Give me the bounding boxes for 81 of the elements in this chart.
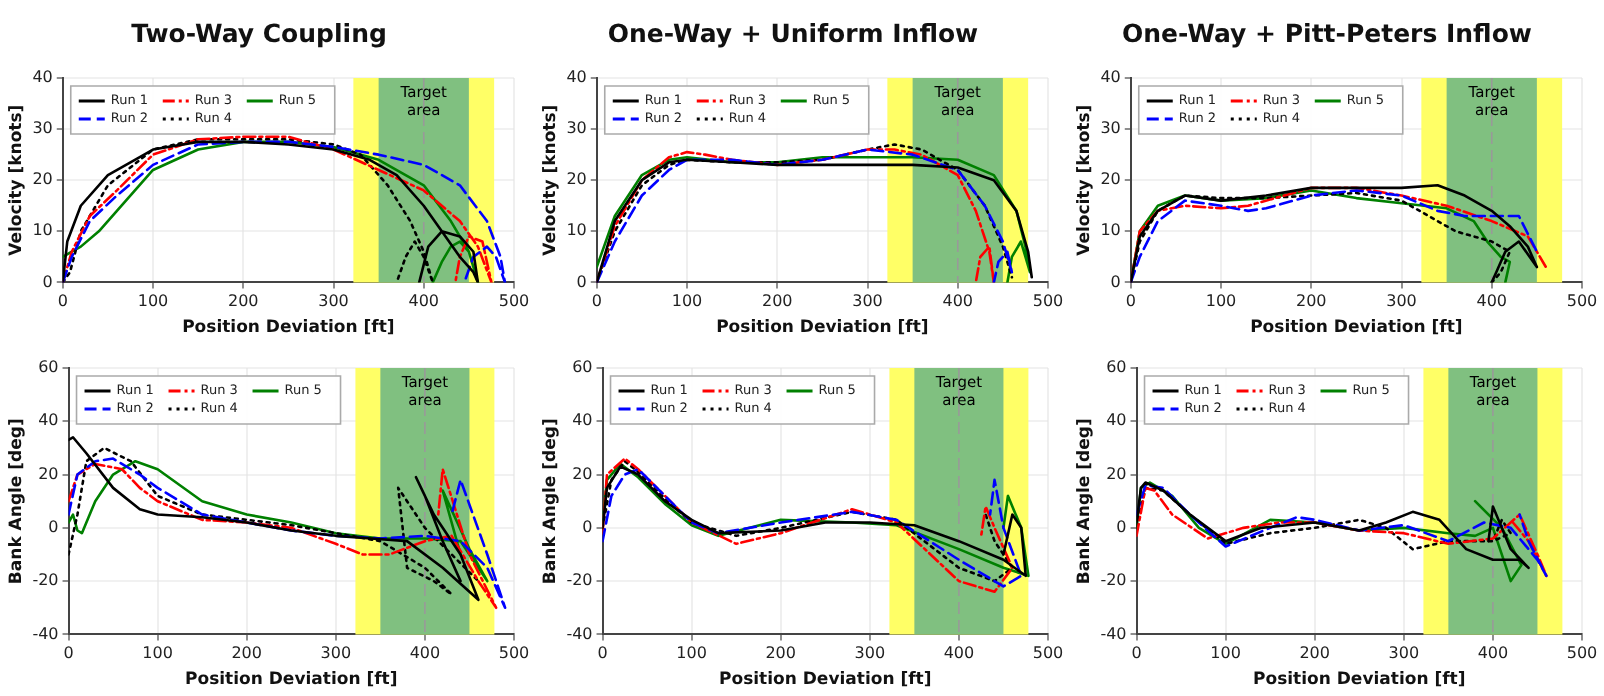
x-tick-label: 400: [409, 644, 441, 663]
x-tick-label: 200: [227, 292, 259, 311]
y-tick-label: 60: [1106, 358, 1127, 377]
x-tick-label: 500: [1032, 292, 1064, 311]
y-axis-title: Velocity [knots]: [6, 104, 27, 256]
chart-title: One-Way + Pitt-Peters Inflow: [1122, 17, 1533, 48]
y-tick-label: 20: [1100, 170, 1121, 189]
x-axis-title: Position Deviation [ft]: [716, 318, 929, 339]
y-tick-label: 40: [572, 411, 593, 430]
x-tick-label: 300: [320, 644, 352, 663]
x-tick-label: 200: [765, 644, 796, 663]
y-tick-label: 0: [582, 518, 593, 536]
y-tick-label: 60: [572, 358, 593, 377]
y-tick-label: 20: [1106, 464, 1127, 483]
y-tick-label: 30: [32, 119, 53, 138]
y-axis-title: Velocity [knots]: [540, 104, 561, 256]
x-axis-title: Position Deviation [ft]: [1253, 670, 1466, 691]
y-tick-label: 0: [48, 518, 59, 536]
y-tick-label: -40: [1100, 624, 1127, 643]
x-tick-label: 500: [498, 644, 530, 663]
x-axis-title: Position Deviation [ft]: [185, 670, 398, 691]
x-tick-label: 400: [1477, 644, 1509, 663]
y-tick-label: -20: [32, 571, 59, 590]
x-tick-label: 200: [1299, 644, 1330, 663]
x-tick-label: 200: [231, 644, 262, 663]
x-tick-label: 500: [498, 292, 530, 311]
x-tick-label: 100: [671, 292, 703, 311]
x-tick-label: 400: [942, 292, 974, 311]
y-tick-label: 40: [1100, 68, 1121, 87]
y-tick-label: -40: [566, 624, 593, 643]
y-axis-title: Bank Angle [deg]: [1074, 418, 1095, 585]
x-tick-label: 100: [1205, 292, 1237, 311]
y-tick-label: -20: [1100, 571, 1127, 590]
y-tick-label: 40: [1106, 411, 1127, 430]
y-tick-label: 10: [1100, 221, 1121, 240]
y-tick-label: 40: [38, 411, 59, 430]
y-tick-label: 30: [1100, 119, 1121, 138]
y-tick-label: 20: [572, 464, 593, 483]
x-tick-label: 0: [63, 644, 74, 663]
y-tick-label: 30: [566, 119, 587, 138]
x-tick-label: 300: [852, 292, 883, 311]
x-tick-label: 100: [676, 644, 707, 663]
x-tick-label: 300: [1386, 292, 1417, 311]
y-tick-label: 20: [566, 170, 587, 189]
x-axis-title: Position Deviation [ft]: [719, 670, 932, 691]
chart-title: Two-Way Coupling: [131, 17, 387, 48]
y-tick-label: 40: [32, 68, 53, 87]
y-tick-label: 0: [1110, 272, 1121, 291]
x-tick-label: 500: [1566, 644, 1598, 663]
chart-title: One-Way + Uniform Inflow: [607, 17, 980, 48]
y-axis-title: Bank Angle [deg]: [6, 418, 27, 585]
x-tick-label: 400: [408, 292, 440, 311]
x-tick-label: 300: [318, 292, 349, 311]
y-tick-label: 40: [566, 68, 587, 87]
x-tick-label: 300: [1388, 644, 1420, 663]
x-tick-label: 0: [597, 644, 608, 663]
y-tick-label: 10: [566, 221, 587, 240]
x-tick-label: 400: [1476, 292, 1508, 311]
x-tick-label: 500: [1032, 644, 1064, 663]
x-tick-label: 100: [1210, 644, 1241, 663]
x-tick-label: 500: [1566, 292, 1598, 311]
x-tick-label: 400: [943, 644, 975, 663]
x-axis-title: Position Deviation [ft]: [182, 318, 395, 339]
y-tick-label: 20: [38, 464, 59, 483]
y-tick-label: -40: [32, 624, 59, 643]
y-axis-title: Bank Angle [deg]: [540, 418, 561, 585]
x-axis-title: Position Deviation [ft]: [1250, 318, 1463, 339]
x-tick-label: 300: [854, 644, 886, 663]
y-tick-label: 0: [1116, 518, 1127, 536]
y-axis-title: Velocity [knots]: [1074, 104, 1095, 256]
y-tick-label: 0: [576, 272, 587, 291]
x-tick-label: 100: [137, 292, 169, 311]
x-tick-label: 0: [1131, 644, 1142, 663]
y-tick-label: 0: [42, 272, 53, 291]
y-tick-label: 10: [32, 221, 53, 240]
y-tick-label: 60: [38, 358, 59, 377]
y-tick-label: -20: [566, 571, 593, 590]
x-tick-label: 200: [1295, 292, 1327, 311]
y-tick-label: 20: [32, 170, 53, 189]
x-tick-label: 100: [142, 644, 173, 663]
x-tick-label: 200: [761, 292, 793, 311]
